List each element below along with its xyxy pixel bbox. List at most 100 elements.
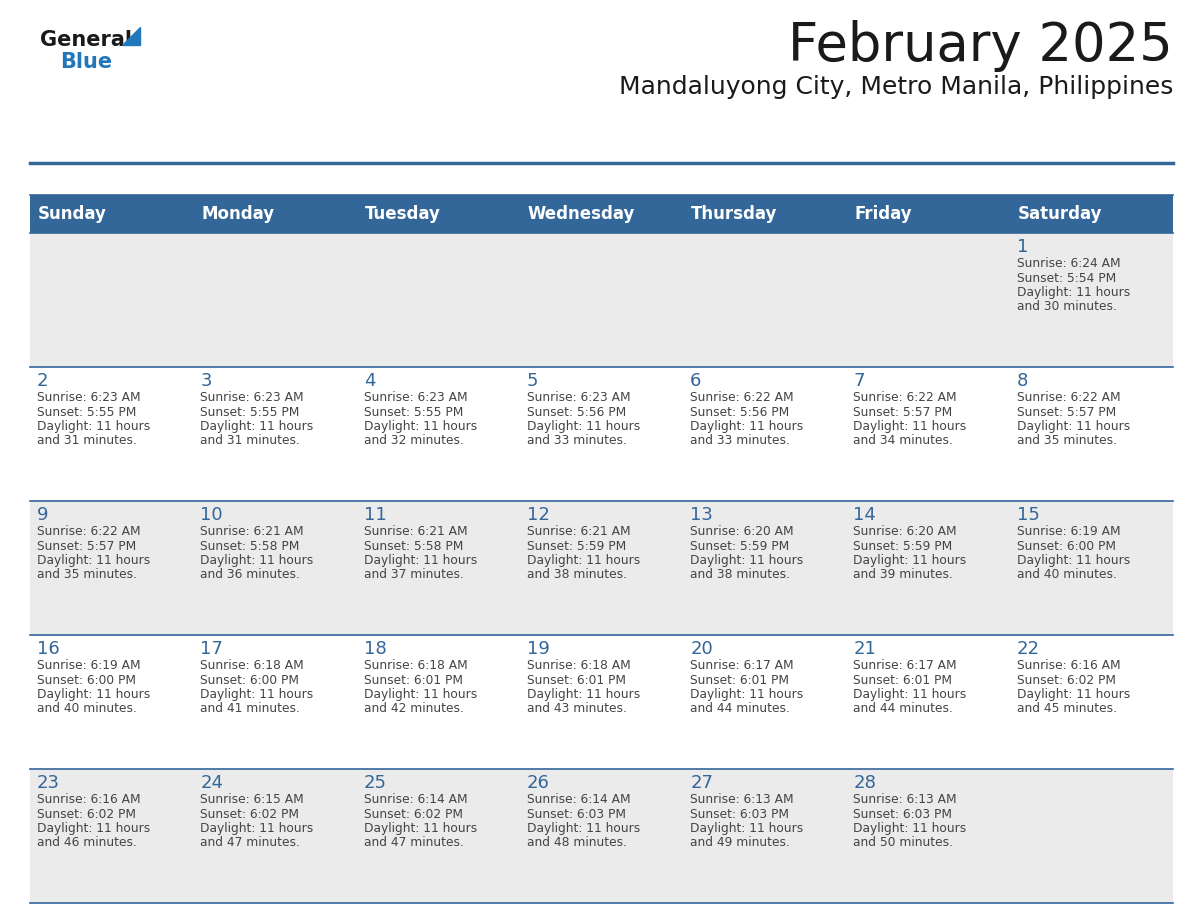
Bar <box>30 195 1173 233</box>
Polygon shape <box>122 27 140 45</box>
Text: and 47 minutes.: and 47 minutes. <box>201 836 301 849</box>
Text: and 38 minutes.: and 38 minutes. <box>526 568 627 581</box>
Text: Sunrise: 6:22 AM: Sunrise: 6:22 AM <box>853 391 958 404</box>
Text: Blue: Blue <box>61 52 112 72</box>
Text: and 33 minutes.: and 33 minutes. <box>690 434 790 447</box>
Text: and 45 minutes.: and 45 minutes. <box>1017 702 1117 715</box>
Text: Daylight: 11 hours: Daylight: 11 hours <box>201 822 314 835</box>
Text: Sunset: 5:59 PM: Sunset: 5:59 PM <box>853 540 953 553</box>
Text: and 50 minutes.: and 50 minutes. <box>853 836 954 849</box>
Text: and 43 minutes.: and 43 minutes. <box>526 702 627 715</box>
Text: Sunset: 6:00 PM: Sunset: 6:00 PM <box>37 674 135 687</box>
Text: General: General <box>40 30 132 50</box>
Text: and 36 minutes.: and 36 minutes. <box>201 568 301 581</box>
Text: Friday: Friday <box>854 205 912 223</box>
Text: Daylight: 11 hours: Daylight: 11 hours <box>853 688 967 701</box>
Text: Daylight: 11 hours: Daylight: 11 hours <box>201 554 314 567</box>
Text: 9: 9 <box>37 506 49 524</box>
Text: Sunset: 5:54 PM: Sunset: 5:54 PM <box>1017 272 1116 285</box>
Text: Daylight: 11 hours: Daylight: 11 hours <box>853 554 967 567</box>
Text: Sunrise: 6:21 AM: Sunrise: 6:21 AM <box>201 525 304 538</box>
Text: Daylight: 11 hours: Daylight: 11 hours <box>526 420 640 433</box>
Text: Sunrise: 6:16 AM: Sunrise: 6:16 AM <box>37 793 140 806</box>
Text: Sunset: 6:03 PM: Sunset: 6:03 PM <box>853 808 953 821</box>
Text: Sunset: 5:55 PM: Sunset: 5:55 PM <box>37 406 137 419</box>
Bar <box>30 635 1173 769</box>
Text: Saturday: Saturday <box>1018 205 1102 223</box>
Text: 14: 14 <box>853 506 877 524</box>
Text: and 39 minutes.: and 39 minutes. <box>853 568 953 581</box>
Text: and 35 minutes.: and 35 minutes. <box>1017 434 1117 447</box>
Text: Wednesday: Wednesday <box>527 205 636 223</box>
Text: Sunrise: 6:22 AM: Sunrise: 6:22 AM <box>690 391 794 404</box>
Text: Daylight: 11 hours: Daylight: 11 hours <box>364 688 476 701</box>
Text: Sunrise: 6:19 AM: Sunrise: 6:19 AM <box>37 659 140 672</box>
Text: Sunset: 5:57 PM: Sunset: 5:57 PM <box>1017 406 1116 419</box>
Text: Sunset: 6:02 PM: Sunset: 6:02 PM <box>37 808 135 821</box>
Text: Sunset: 6:00 PM: Sunset: 6:00 PM <box>201 674 299 687</box>
Text: Sunset: 6:03 PM: Sunset: 6:03 PM <box>690 808 789 821</box>
Text: Sunrise: 6:20 AM: Sunrise: 6:20 AM <box>853 525 958 538</box>
Text: Sunset: 5:55 PM: Sunset: 5:55 PM <box>364 406 463 419</box>
Text: Sunset: 5:56 PM: Sunset: 5:56 PM <box>526 406 626 419</box>
Text: Sunrise: 6:17 AM: Sunrise: 6:17 AM <box>690 659 794 672</box>
Text: Daylight: 11 hours: Daylight: 11 hours <box>37 420 150 433</box>
Text: and 41 minutes.: and 41 minutes. <box>201 702 301 715</box>
Text: 13: 13 <box>690 506 713 524</box>
Text: Sunrise: 6:13 AM: Sunrise: 6:13 AM <box>690 793 794 806</box>
Text: Sunrise: 6:24 AM: Sunrise: 6:24 AM <box>1017 257 1120 270</box>
Text: Daylight: 11 hours: Daylight: 11 hours <box>690 822 803 835</box>
Text: and 44 minutes.: and 44 minutes. <box>853 702 953 715</box>
Text: Daylight: 11 hours: Daylight: 11 hours <box>364 420 476 433</box>
Text: Daylight: 11 hours: Daylight: 11 hours <box>1017 688 1130 701</box>
Text: and 40 minutes.: and 40 minutes. <box>37 702 137 715</box>
Text: Sunrise: 6:14 AM: Sunrise: 6:14 AM <box>364 793 467 806</box>
Text: and 42 minutes.: and 42 minutes. <box>364 702 463 715</box>
Text: Sunset: 5:58 PM: Sunset: 5:58 PM <box>201 540 299 553</box>
Text: Daylight: 11 hours: Daylight: 11 hours <box>690 554 803 567</box>
Text: and 35 minutes.: and 35 minutes. <box>37 568 137 581</box>
Text: Sunrise: 6:23 AM: Sunrise: 6:23 AM <box>37 391 140 404</box>
Text: and 44 minutes.: and 44 minutes. <box>690 702 790 715</box>
Text: and 32 minutes.: and 32 minutes. <box>364 434 463 447</box>
Text: Monday: Monday <box>201 205 274 223</box>
Text: Daylight: 11 hours: Daylight: 11 hours <box>201 420 314 433</box>
Text: 15: 15 <box>1017 506 1040 524</box>
Text: Sunrise: 6:18 AM: Sunrise: 6:18 AM <box>526 659 631 672</box>
Text: Daylight: 11 hours: Daylight: 11 hours <box>1017 420 1130 433</box>
Text: Sunrise: 6:22 AM: Sunrise: 6:22 AM <box>1017 391 1120 404</box>
Text: Thursday: Thursday <box>691 205 777 223</box>
Text: Daylight: 11 hours: Daylight: 11 hours <box>1017 554 1130 567</box>
Text: and 37 minutes.: and 37 minutes. <box>364 568 463 581</box>
Text: 2: 2 <box>37 372 49 390</box>
Text: Daylight: 11 hours: Daylight: 11 hours <box>690 688 803 701</box>
Text: Mandaluyong City, Metro Manila, Philippines: Mandaluyong City, Metro Manila, Philippi… <box>619 75 1173 99</box>
Text: Sunset: 6:01 PM: Sunset: 6:01 PM <box>690 674 789 687</box>
Text: Sunset: 5:58 PM: Sunset: 5:58 PM <box>364 540 463 553</box>
Text: 21: 21 <box>853 640 877 658</box>
Text: 4: 4 <box>364 372 375 390</box>
Text: 7: 7 <box>853 372 865 390</box>
Text: Sunrise: 6:13 AM: Sunrise: 6:13 AM <box>853 793 958 806</box>
Text: 3: 3 <box>201 372 211 390</box>
Text: Sunrise: 6:17 AM: Sunrise: 6:17 AM <box>853 659 958 672</box>
Text: 1: 1 <box>1017 238 1028 256</box>
Bar <box>30 233 1173 367</box>
Text: Sunset: 5:57 PM: Sunset: 5:57 PM <box>37 540 137 553</box>
Text: Sunset: 5:56 PM: Sunset: 5:56 PM <box>690 406 789 419</box>
Text: 10: 10 <box>201 506 223 524</box>
Text: Sunset: 6:02 PM: Sunset: 6:02 PM <box>1017 674 1116 687</box>
Text: 26: 26 <box>526 774 550 792</box>
Text: 16: 16 <box>37 640 59 658</box>
Bar <box>30 367 1173 501</box>
Text: 20: 20 <box>690 640 713 658</box>
Text: Sunset: 6:03 PM: Sunset: 6:03 PM <box>526 808 626 821</box>
Text: Daylight: 11 hours: Daylight: 11 hours <box>526 554 640 567</box>
Text: Sunset: 5:59 PM: Sunset: 5:59 PM <box>690 540 789 553</box>
Text: 12: 12 <box>526 506 550 524</box>
Text: 11: 11 <box>364 506 386 524</box>
Text: Sunday: Sunday <box>38 205 107 223</box>
Text: 6: 6 <box>690 372 702 390</box>
Text: 8: 8 <box>1017 372 1028 390</box>
Text: Sunrise: 6:23 AM: Sunrise: 6:23 AM <box>526 391 631 404</box>
